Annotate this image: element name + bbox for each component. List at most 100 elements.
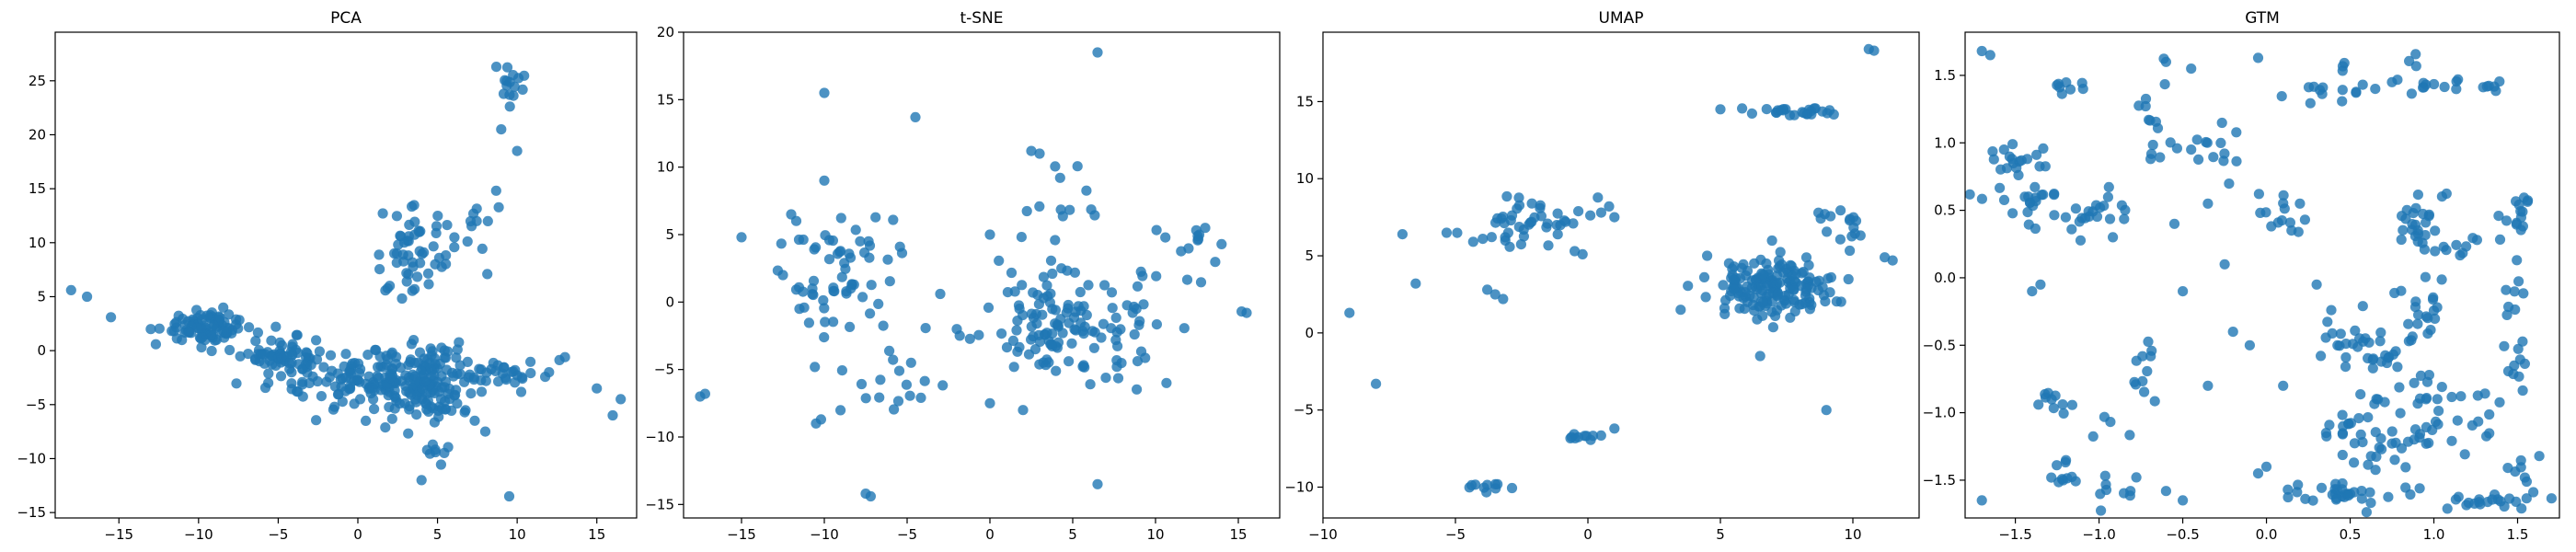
gtm-y-tick-label: 1.0	[1934, 134, 1956, 151]
pca-point	[469, 415, 480, 426]
umap-point	[1825, 211, 1836, 222]
pca-y-tick-label: 25	[29, 73, 46, 89]
pca-point	[259, 382, 271, 394]
gtm-point	[2066, 224, 2077, 235]
gtm-point	[2100, 479, 2111, 490]
gtm-point	[1998, 144, 2009, 155]
pca-point	[430, 446, 441, 458]
tsne-point	[1110, 312, 1121, 323]
pca-point	[428, 241, 439, 252]
pca-point	[401, 268, 412, 279]
pca-point	[312, 375, 323, 387]
pca-point	[443, 442, 454, 453]
gtm-point	[2293, 479, 2304, 490]
pca-point	[362, 350, 374, 361]
umap-point	[1506, 482, 1518, 494]
tsne-point	[823, 254, 835, 265]
umap-point	[1502, 227, 1513, 238]
pca-point	[154, 323, 165, 334]
tsne-point	[798, 234, 809, 246]
pca-point	[297, 363, 308, 374]
umap-point	[1715, 104, 1726, 115]
gtm-point	[2202, 380, 2214, 391]
tsne-point	[809, 244, 820, 255]
pca-point	[305, 359, 316, 371]
tsne-point	[864, 240, 876, 251]
umap-point	[1757, 296, 1768, 308]
tsne-point	[1026, 321, 1037, 332]
tsne-title: t-SNE	[960, 9, 1003, 28]
pca-point	[314, 346, 325, 357]
umap-x-tick-label: 10	[1844, 526, 1861, 543]
pca-point	[509, 81, 520, 92]
umap-point	[1766, 235, 1777, 247]
gtm-point	[2139, 386, 2150, 397]
gtm-point	[2137, 351, 2148, 362]
gtm-point	[2326, 305, 2337, 316]
gtm-point	[2521, 476, 2532, 488]
gtm-point	[2481, 81, 2492, 92]
pca-point	[266, 335, 277, 346]
gtm-point	[2030, 196, 2041, 207]
umap-point	[1535, 200, 1546, 211]
tsne-point	[815, 414, 827, 425]
umap-point	[1729, 261, 1740, 272]
pca-point	[390, 358, 401, 370]
tsne-point	[973, 329, 984, 340]
gtm-point	[2353, 413, 2364, 424]
gtm-point	[2396, 285, 2407, 296]
tsne-point	[776, 238, 787, 249]
umap-point	[1718, 280, 1729, 291]
gtm-point	[2252, 467, 2264, 479]
gtm-point	[2087, 206, 2099, 217]
pca-point	[386, 349, 397, 360]
tsne-point	[1179, 323, 1190, 334]
pca-point	[324, 372, 335, 383]
pca-point	[329, 381, 340, 392]
gtm-point	[2408, 208, 2419, 219]
pca-point	[420, 375, 431, 386]
umap-point	[1775, 247, 1786, 258]
umap-point	[1863, 43, 1874, 55]
gtm-point	[1965, 189, 1975, 200]
tsne-point	[1077, 361, 1088, 373]
pca-point	[65, 284, 76, 295]
tsne-point	[841, 288, 852, 299]
tsne-point	[835, 213, 846, 224]
pca-point	[222, 326, 233, 337]
pca-point	[400, 381, 411, 392]
umap-point	[1551, 220, 1562, 231]
tsne-point	[1047, 268, 1058, 280]
pca-point	[250, 336, 261, 347]
gtm-point	[2201, 136, 2212, 148]
gtm-point	[2502, 463, 2513, 474]
gtm-point	[2147, 139, 2158, 151]
gtm-point	[2272, 217, 2283, 228]
gtm-y-tick-label: 1.5	[1934, 67, 1956, 84]
tsne-point	[1072, 161, 1083, 172]
gtm-point	[2420, 271, 2431, 282]
tsne-point	[1033, 299, 1044, 310]
gtm-point	[2367, 354, 2378, 365]
tsne-point	[882, 254, 893, 265]
tsne-point	[794, 304, 805, 315]
pca-point	[389, 385, 400, 397]
tsne-point	[983, 302, 995, 313]
gtm-point	[2467, 420, 2478, 431]
gtm-point	[1976, 45, 1987, 57]
gtm-point	[2102, 191, 2113, 202]
gtm-point	[2517, 385, 2528, 397]
gtm-point	[2451, 239, 2462, 250]
tsne-y-tick-label: 5	[665, 226, 674, 243]
pca-point	[423, 279, 434, 290]
tsne-point	[1062, 265, 1073, 276]
gtm-point	[2467, 233, 2478, 244]
pca-point	[452, 398, 463, 409]
gtm-point	[2356, 493, 2367, 504]
tsne-point	[1161, 377, 1172, 388]
pca-point	[318, 362, 329, 373]
umap-point	[1344, 307, 1355, 318]
gtm-point	[1987, 146, 1998, 157]
tsne-point	[920, 323, 931, 334]
pca-y-tick-label: 5	[37, 288, 46, 305]
